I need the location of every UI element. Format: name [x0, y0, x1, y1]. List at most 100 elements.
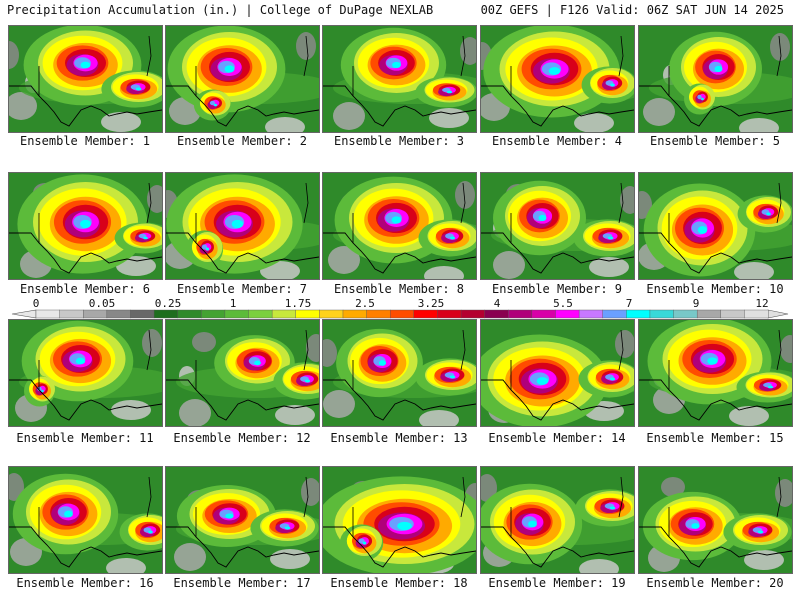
precip-field [481, 26, 634, 132]
precip-field [9, 26, 162, 132]
ensemble-member-map [8, 319, 163, 427]
ensemble-member-map [638, 319, 793, 427]
colorbar-swatch [319, 309, 344, 319]
ensemble-member-map [480, 25, 635, 133]
ensemble-member-map [165, 25, 320, 133]
precip-field [9, 173, 162, 279]
colorbar-min-arrow [11, 309, 37, 319]
precip-field [481, 173, 634, 279]
colorbar-swatch [578, 309, 604, 319]
colorbar-swatch [389, 309, 415, 319]
colorbar-swatch [153, 309, 179, 319]
precip-field [639, 26, 792, 132]
ensemble-member-label: Ensemble Member: 3 [333, 134, 465, 148]
colorbar-swatch [130, 309, 155, 319]
colorbar-tick-label: 0 [33, 297, 40, 310]
precip-field [166, 320, 319, 426]
precip-field [166, 173, 319, 279]
colorbar-swatch [224, 309, 249, 319]
ensemble-member-label: Ensemble Member: 7 [176, 282, 308, 296]
colorbar-swatch [83, 309, 108, 319]
colorbar-swatch [35, 309, 61, 319]
ensemble-member-map [165, 466, 320, 574]
colorbar-swatch [271, 309, 297, 319]
colorbar-swatch [696, 309, 722, 319]
ensemble-member-map [480, 319, 635, 427]
precip-field [166, 26, 319, 132]
colorbar-swatch [720, 309, 745, 319]
colorbar-tick-label: 4 [494, 297, 501, 310]
colorbar-swatch [106, 309, 131, 319]
colorbar-tick-label: 1 [230, 297, 237, 310]
ensemble-member-map [480, 466, 635, 574]
colorbar-tick-label: 1.75 [285, 297, 312, 310]
ensemble-member-map [322, 466, 477, 574]
colorbar-swatch [649, 309, 674, 319]
precip-colorbar: 0 0.05 0.25 1 1.75 2.5 3.25 4 5.5 7 9 12 [11, 297, 789, 319]
ensemble-member-label: Ensemble Member: 15 [646, 431, 784, 445]
colorbar-tick-label: 0.05 [89, 297, 116, 310]
colorbar-swatch [602, 309, 627, 319]
ensemble-member-map [8, 466, 163, 574]
colorbar-swatch [177, 309, 202, 319]
colorbar-tick-label: 0.25 [155, 297, 182, 310]
colorbar-tick-label: 2.5 [355, 297, 375, 310]
colorbar-tick-label: 12 [755, 297, 768, 310]
colorbar-swatch [342, 309, 367, 319]
header-run-info: 00Z GEFS | F126 Valid: 06Z SAT JUN 14 20… [480, 3, 784, 17]
colorbar-swatch [201, 309, 226, 319]
ensemble-member-map [638, 172, 793, 280]
colorbar-swatch [460, 309, 486, 319]
ensemble-member-label: Ensemble Member: 14 [488, 431, 626, 445]
ensemble-member-map [165, 172, 320, 280]
colorbar-max-arrow [767, 309, 789, 319]
ensemble-member-label: Ensemble Member: 12 [173, 431, 311, 445]
colorbar-swatch [413, 309, 438, 319]
precip-field [481, 320, 634, 426]
precip-field [323, 26, 476, 132]
ensemble-member-label: Ensemble Member: 17 [173, 576, 311, 590]
colorbar-swatch [508, 309, 533, 319]
precip-field [9, 467, 162, 573]
precip-field [639, 467, 792, 573]
colorbar-swatch [626, 309, 651, 319]
ensemble-member-label: Ensemble Member: 5 [649, 134, 781, 148]
precip-field [323, 467, 476, 573]
precip-field [323, 320, 476, 426]
colorbar-swatch [437, 309, 462, 319]
colorbar-swatch [673, 309, 698, 319]
colorbar-swatch [531, 309, 556, 319]
precip-field [481, 467, 634, 573]
ensemble-member-label: Ensemble Member: 9 [491, 282, 623, 296]
precip-field [639, 173, 792, 279]
colorbar-swatch [295, 309, 320, 319]
ensemble-member-map [8, 172, 163, 280]
ensemble-member-label: Ensemble Member: 11 [16, 431, 154, 445]
colorbar-tick-label: 9 [693, 297, 700, 310]
precip-field [323, 173, 476, 279]
ensemble-member-map [638, 25, 793, 133]
colorbar-tick-label: 7 [626, 297, 633, 310]
ensemble-member-map [480, 172, 635, 280]
header-title: Precipitation Accumulation (in.) | Colle… [7, 3, 434, 17]
colorbar-swatch [555, 309, 580, 319]
colorbar-swatch [366, 309, 391, 319]
ensemble-member-map [322, 172, 477, 280]
ensemble-member-label: Ensemble Member: 10 [646, 282, 784, 296]
colorbar-swatch [59, 309, 84, 319]
ensemble-member-label: Ensemble Member: 6 [19, 282, 151, 296]
ensemble-member-label: Ensemble Member: 13 [330, 431, 468, 445]
colorbar-swatch [248, 309, 273, 319]
ensemble-member-label: Ensemble Member: 16 [16, 576, 154, 590]
ensemble-member-label: Ensemble Member: 8 [333, 282, 465, 296]
ensemble-member-map [322, 25, 477, 133]
colorbar-swatch [484, 309, 509, 319]
precip-field [639, 320, 792, 426]
colorbar-tick-label: 5.5 [553, 297, 573, 310]
colorbar-tick-label: 3.25 [418, 297, 445, 310]
ensemble-member-label: Ensemble Member: 2 [176, 134, 308, 148]
precip-field [9, 320, 162, 426]
precip-field [166, 467, 319, 573]
ensemble-member-label: Ensemble Member: 19 [488, 576, 626, 590]
ensemble-member-label: Ensemble Member: 4 [491, 134, 623, 148]
